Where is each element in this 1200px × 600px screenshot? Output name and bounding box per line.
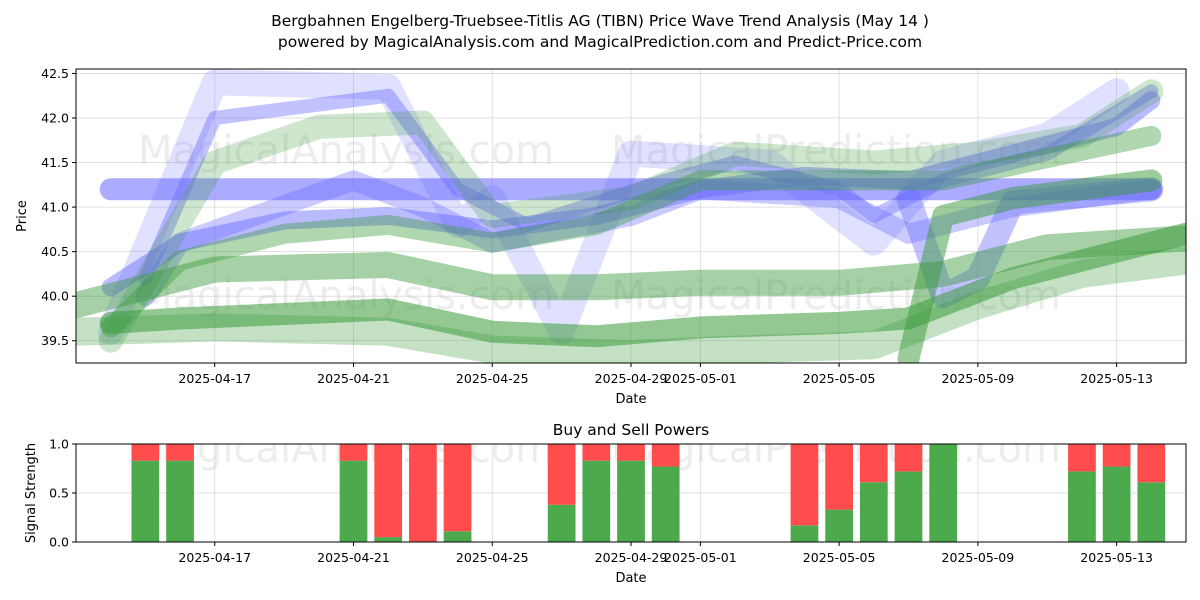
sell-bar: [825, 444, 853, 510]
wave-bands: [76, 69, 1186, 363]
sell-bar: [131, 444, 160, 461]
sell-bar: [443, 444, 472, 532]
watermark-text: MagicalAnalysis.com: [138, 128, 554, 174]
wave-band-green: [897, 169, 1163, 363]
y-tick-label: 39.5: [41, 333, 69, 348]
buy-bar: [790, 525, 819, 542]
x-tick-label: 2025-04-17: [178, 371, 251, 386]
x-tick-label: 2025-04-25: [456, 550, 529, 565]
x-tick-label: 2025-05-13: [1080, 371, 1153, 386]
y-axis-label: Price: [15, 200, 30, 232]
y-tick-label: 41.0: [41, 200, 69, 215]
x-tick-label: 2025-05-01: [664, 371, 737, 386]
sell-bar: [374, 444, 403, 538]
sell-bar: [339, 444, 368, 461]
x-axis-label: Date: [615, 571, 646, 586]
buy-bar: [651, 466, 680, 542]
buy-bar: [547, 504, 576, 542]
buy-bar: [825, 509, 853, 542]
x-tick-label: 2025-05-09: [942, 550, 1015, 565]
buy-bar: [166, 460, 194, 542]
buy-bar: [859, 482, 888, 542]
y-tick-label: 42.5: [41, 66, 69, 81]
buy-bar: [131, 460, 160, 542]
y-tick-label: 0.5: [49, 486, 69, 501]
buy-sell-panel: Buy and Sell PowersMagicalAnalysis.comMa…: [24, 421, 1187, 586]
buy-bar: [894, 471, 923, 542]
x-tick-label: 2025-05-05: [803, 371, 876, 386]
x-tick-label: 2025-04-29: [595, 371, 668, 386]
sell-bar: [894, 444, 923, 472]
y-tick-label: 40.5: [41, 244, 69, 259]
sell-bar: [859, 444, 888, 483]
y-tick-label: 1.0: [49, 437, 69, 452]
buy-bar: [339, 460, 368, 542]
subplot-title: Buy and Sell Powers: [553, 421, 710, 439]
sell-bar: [1137, 444, 1166, 483]
wave-band-green: [100, 125, 1162, 338]
x-tick-label: 2025-05-09: [942, 371, 1015, 386]
wave-band-blue: [138, 84, 1159, 286]
y-tick-label: 40.0: [41, 289, 69, 304]
x-axis-label: Date: [615, 392, 646, 407]
watermark-text: MagicalPrediction.com: [611, 128, 1061, 174]
wave-band-green: [99, 222, 1186, 348]
x-tick-label: 2025-05-01: [664, 550, 737, 565]
sell-bar: [790, 444, 819, 526]
buy-bar: [617, 460, 645, 542]
x-tick-label: 2025-05-05: [803, 550, 876, 565]
buy-bar: [929, 444, 958, 542]
wave-band-green: [76, 225, 1186, 319]
chart-title: Bergbahnen Engelberg-Truebsee-Titlis AG …: [271, 12, 929, 30]
buy-bar: [1068, 471, 1096, 542]
sell-bar: [651, 444, 680, 467]
wave-band-blue: [97, 69, 1130, 345]
y-tick-label: 0.0: [49, 535, 69, 550]
sell-bar: [547, 444, 576, 505]
sell-bar: [166, 444, 194, 461]
x-tick-label: 2025-04-17: [178, 550, 251, 565]
y-tick-label: 42.0: [41, 111, 69, 126]
wave-band-blue: [101, 91, 1161, 297]
y-tick-label: 41.5: [41, 155, 69, 170]
sell-bar: [1068, 444, 1096, 472]
x-tick-label: 2025-04-21: [317, 550, 390, 565]
x-tick-label: 2025-05-13: [1080, 550, 1153, 565]
x-tick-label: 2025-04-21: [317, 371, 390, 386]
wave-band-green: [98, 79, 1164, 353]
price-wave-panel: MagicalAnalysis.com MagicalPrediction.com…: [15, 66, 1187, 407]
x-tick-label: 2025-04-25: [456, 371, 529, 386]
buy-bar: [443, 531, 472, 542]
sell-bar: [1102, 444, 1131, 467]
sell-bar: [409, 444, 437, 542]
y-axis-label: Signal Strength: [24, 443, 39, 543]
sell-bar: [582, 444, 611, 461]
chart-subtitle: powered by MagicalAnalysis.com and Magic…: [278, 33, 922, 51]
buy-bar: [582, 460, 611, 542]
sell-bar: [617, 444, 645, 461]
x-tick-label: 2025-04-29: [595, 550, 668, 565]
buy-bar: [374, 537, 403, 542]
buy-bar: [1102, 466, 1131, 542]
buy-bar: [1137, 482, 1166, 542]
wave-band-green: [76, 246, 1186, 363]
